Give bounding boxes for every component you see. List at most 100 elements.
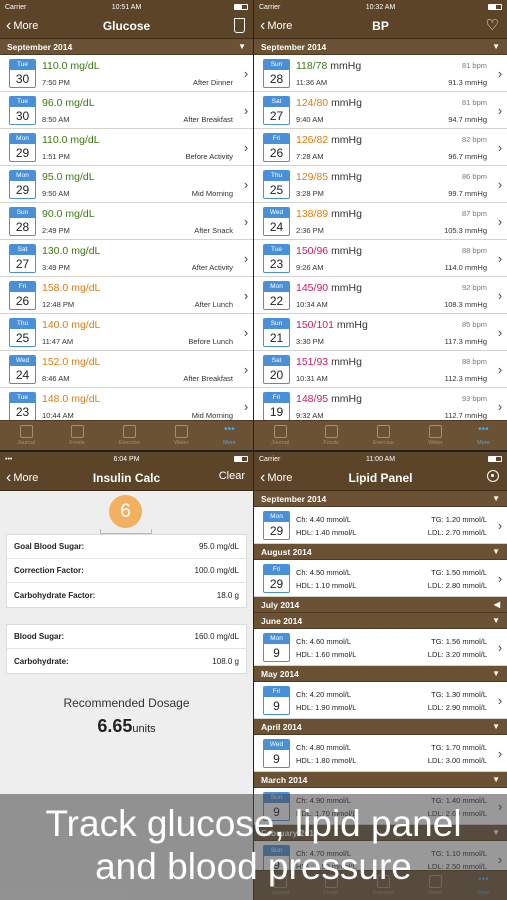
glucose-row[interactable]: Fri 26 158.0 mg/dL 12:48 PM After Lunch ›: [0, 277, 253, 314]
bp-row[interactable]: Thu 25 129/85 mmHg 86 bpm 3:28 PM 99.7 mmHg ›: [254, 166, 507, 203]
tab-exercise[interactable]: Exercise: [119, 425, 140, 446]
glucose-value: 95.0 mg/dL: [42, 171, 95, 183]
tab-exercise[interactable]: Exercise: [373, 425, 394, 446]
lipid-row[interactable]: Wed 9 Ch: 4.80 mmol/L TG: 1.70 mmol/L HDL: 1…: [254, 735, 507, 772]
tab-foods[interactable]: Foods: [323, 425, 339, 446]
add-reading-button[interactable]: [487, 470, 499, 482]
row-info: 151/93 mmHg 88 bpm 10:31 AM 112.3 mmHg: [296, 351, 493, 387]
reading-time: 3:28 PM: [296, 189, 324, 198]
calendar-icon: Thu 25: [9, 317, 36, 347]
calendar-icon: Tue 30: [9, 95, 36, 125]
bp-row[interactable]: Wed 24 138/89 mmHg 87 bpm 2:36 PM 105.3 mmHg ›: [254, 203, 507, 240]
glucose-screen: Carrier 10:51 AM ‹ More Glucose September…: [0, 0, 253, 450]
row-info: 118/78 mmHg 81 bpm 11:36 AM 91.3 mmHg: [296, 55, 493, 91]
bp-row[interactable]: Sat 27 124/80 mmHg 81 bpm 9:40 AM 94.7 mmHg ›: [254, 92, 507, 129]
slash: /: [313, 208, 317, 220]
glucose-row[interactable]: Wed 24 152.0 mg/dL 8:46 AM After Breakfast ›: [0, 351, 253, 388]
lipid-row[interactable]: Mon 9 Ch: 4.60 mmol/L TG: 1.56 mmol/L HDL: 1…: [254, 629, 507, 666]
bp-row[interactable]: Tue 23 150/96 mmHg 88 bpm 9:26 AM 114.0 mmHg ›: [254, 240, 507, 277]
meal-tag: Before Lunch: [188, 337, 233, 346]
month-header[interactable]: August 2014 ▼: [254, 544, 507, 560]
tab-journal[interactable]: Journal: [17, 425, 35, 446]
calc-field[interactable]: Correction Factor: 100.0 mg/dL: [7, 559, 246, 583]
bp-row[interactable]: Sun 28 118/78 mmHg 81 bpm 11:36 AM 91.3 mmHg ›: [254, 55, 507, 92]
cholesterol: Ch: 4.20 mmol/L: [296, 690, 352, 699]
glucose-row[interactable]: Sun 28 90.0 mg/dL 2:49 PM After Snack ›: [0, 203, 253, 240]
back-button[interactable]: ‹ More: [254, 18, 292, 34]
calc-field[interactable]: Goal Blood Sugar: 95.0 mg/dL: [7, 535, 246, 559]
lipid-row[interactable]: Fri 29 Ch: 4.50 mmol/L TG: 1.50 mmol/L HDL: …: [254, 560, 507, 597]
day-number: 26: [15, 293, 30, 308]
month-header[interactable]: September 2014 ▼: [254, 491, 507, 507]
clock: 10:32 AM: [365, 3, 396, 11]
lipid-row[interactable]: Fri 9 Ch: 4.20 mmol/L TG: 1.30 mmol/L HDL: 1…: [254, 682, 507, 719]
day-of-week: Wed: [264, 207, 289, 218]
month-header[interactable]: March 2014 ▼: [254, 772, 507, 788]
month-header[interactable]: September 2014 ▼: [254, 39, 507, 55]
row-info: 138/89 mmHg 87 bpm 2:36 PM 105.3 mmHg: [296, 203, 493, 239]
day-number: 25: [269, 182, 284, 197]
bp-row[interactable]: Fri 26 126/82 mmHg 82 bpm 7:28 AM 96.7 mmHg ›: [254, 129, 507, 166]
page-title: BP: [372, 19, 389, 33]
dose-badge-area: 6: [0, 491, 253, 534]
calc-field[interactable]: Blood Sugar: 160.0 mg/dL: [7, 625, 246, 649]
glucose-row[interactable]: Tue 30 96.0 mg/dL 8:50 AM After Breakfast ›: [0, 92, 253, 129]
add-reading-button[interactable]: [234, 18, 245, 33]
glucose-row[interactable]: Tue 30 110.0 mg/dL 7:50 PM After Dinner ›: [0, 55, 253, 92]
battery-icon: [488, 456, 502, 462]
day-of-week: Fri: [264, 564, 289, 575]
month-header[interactable]: April 2014 ▼: [254, 719, 507, 735]
day-of-week: Sun: [10, 207, 35, 218]
tab-more[interactable]: ••• More: [477, 425, 490, 447]
lipid-values: Ch: 4.80 mmol/L TG: 1.70 mmol/L HDL: 1.80 …: [296, 735, 493, 771]
chevron-right-icon: ›: [497, 324, 503, 340]
calendar-icon: Mon 29: [263, 510, 290, 540]
tab-label: Water: [428, 440, 443, 446]
bp-row[interactable]: Mon 22 145/90 mmHg 92 bpm 10:34 AM 108.3 mmHg…: [254, 277, 507, 314]
back-button[interactable]: ‹ More: [0, 18, 38, 34]
bp-unit: mmHg: [331, 208, 362, 220]
nav-bar: ‹ More Glucose: [0, 14, 253, 39]
field-label: Carbohydrate Factor:: [14, 590, 96, 600]
calc-field[interactable]: Carbohydrate: 108.0 g: [7, 649, 246, 673]
inputs-group: Blood Sugar: 160.0 mg/dL Carbohydrate: 108.…: [6, 624, 247, 674]
tab-water[interactable]: Water: [428, 425, 443, 446]
reading-time: 10:34 AM: [296, 300, 328, 309]
add-reading-button[interactable]: ♡: [486, 18, 499, 33]
glucose-row[interactable]: Sat 27 130.0 mg/dL 3:49 PM After Activity ›: [0, 240, 253, 277]
collapse-icon: ▼: [492, 722, 500, 731]
tab-foods[interactable]: Foods: [69, 425, 85, 446]
bp-row[interactable]: Sun 21 150/101 mmHg 85 bpm 3:30 PM 117.3 mmHg…: [254, 314, 507, 351]
month-header[interactable]: September 2014 ▼: [0, 39, 253, 55]
caption-line-1: Track glucose, lipid panel: [45, 803, 462, 844]
tab-more[interactable]: ••• More: [223, 425, 236, 447]
bp-row[interactable]: Fri 19 148/95 mmHg 93 bpm 9:32 AM 112.7 mmHg ›: [254, 388, 507, 425]
glucose-row[interactable]: Mon 29 110.0 mg/dL 1:51 PM Before Activity ›: [0, 129, 253, 166]
glucose-row[interactable]: Mon 29 95.0 mg/dL 9:50 AM Mid Morning ›: [0, 166, 253, 203]
month-header[interactable]: July 2014 ◀: [254, 597, 507, 613]
tab-water[interactable]: Water: [174, 425, 189, 446]
glucose-row[interactable]: Tue 23 148.0 mg/dL 10:44 AM Mid Morning ›: [0, 388, 253, 425]
month-header[interactable]: June 2014 ▼: [254, 613, 507, 629]
day-number: 9: [273, 698, 280, 713]
systolic: 145: [296, 282, 314, 294]
glucose-row[interactable]: Thu 25 140.0 mg/dL 11:47 AM Before Lunch ›: [0, 314, 253, 351]
reading-time: 2:49 PM: [42, 226, 70, 235]
back-label: More: [13, 472, 39, 484]
back-label: More: [13, 20, 39, 32]
bp-row[interactable]: Sat 20 151/93 mmHg 88 bpm 10:31 AM 112.3 mmHg…: [254, 351, 507, 388]
lipid-row[interactable]: Mon 29 Ch: 4.40 mmol/L TG: 1.20 mmol/L HDL: …: [254, 507, 507, 544]
clock: 6:04 PM: [113, 455, 140, 463]
back-label: More: [267, 472, 293, 484]
reading-time: 8:46 AM: [42, 374, 70, 383]
row-info: 150/101 mmHg 85 bpm 3:30 PM 117.3 mmHg: [296, 314, 493, 350]
tab-journal[interactable]: Journal: [271, 425, 289, 446]
calc-field[interactable]: Carbohydrate Factor: 18.0 g: [7, 583, 246, 607]
reading-time: 1:51 PM: [42, 152, 70, 161]
month-header[interactable]: May 2014 ▼: [254, 666, 507, 682]
collapse-icon: ▼: [492, 775, 500, 784]
mean-pressure: 117.3 mmHg: [444, 337, 487, 346]
back-button[interactable]: ‹ More: [254, 470, 292, 486]
clear-button[interactable]: Clear: [218, 470, 245, 482]
back-button[interactable]: ‹ More: [0, 470, 38, 486]
